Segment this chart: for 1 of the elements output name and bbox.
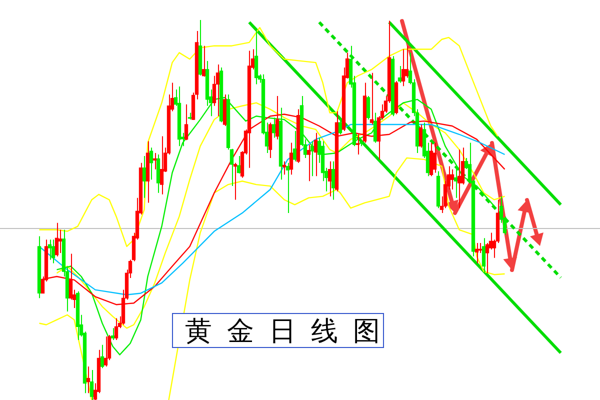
text: 黄金日线图 xyxy=(184,315,395,348)
